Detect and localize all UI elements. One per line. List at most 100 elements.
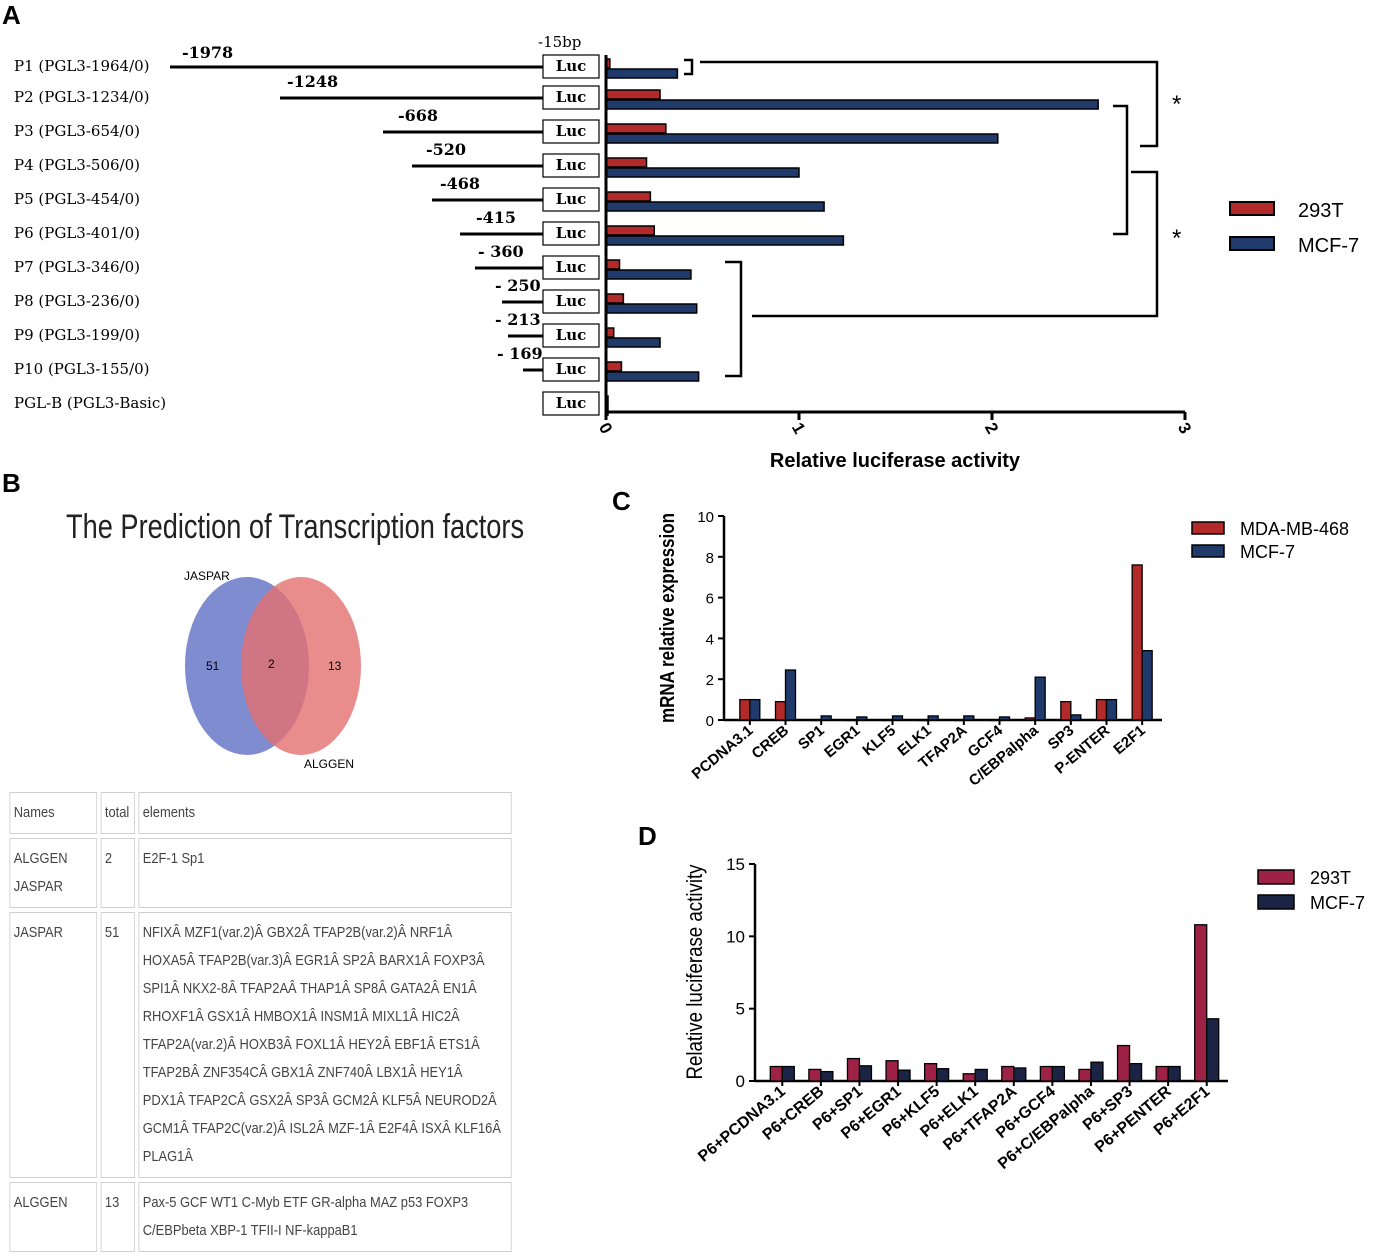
y-tick-label: 0 [706, 713, 714, 730]
luc-label: Luc [556, 326, 587, 344]
bar-293t [1194, 924, 1208, 1082]
bar-mcf-7 [1105, 698, 1118, 721]
bar-mcf-7 [1090, 1061, 1104, 1082]
panel-letter-b: B [2, 468, 21, 498]
bar-mcf-7 [858, 1065, 873, 1082]
bracket-p2-p6 [1113, 104, 1129, 236]
y-tick-label: 8 [706, 550, 714, 567]
bar-mcf-7 [891, 715, 904, 721]
bar-293t [1155, 1065, 1169, 1082]
venn-count-both: 2 [268, 657, 275, 671]
bar-293t [605, 259, 621, 270]
bar-mcf-7 [820, 1070, 834, 1082]
bar-mcf-7 [1051, 1065, 1066, 1082]
bar-mcf-7 [1128, 1062, 1143, 1082]
luc-box [542, 187, 600, 212]
bar-mcf-7 [820, 715, 832, 721]
bar-mcf-7 [935, 1068, 950, 1082]
luc-label: Luc [556, 190, 587, 208]
row-total: 2 [100, 838, 135, 908]
luc-box [542, 119, 600, 144]
bar-293t [885, 1060, 899, 1082]
marker-15bp: -15bp [538, 33, 581, 51]
panel-a-x-label: Relative luciferase activity [770, 450, 1021, 472]
y-tick-label: 10 [697, 509, 714, 526]
bar-mcf-7 [781, 1065, 795, 1082]
bar-293t [1001, 1065, 1015, 1082]
row-elements: E2F-1 Sp1 [138, 838, 512, 908]
promoter-position: - 213 [495, 310, 541, 329]
row-name: ALGGEN [9, 1182, 98, 1252]
bar-293t [605, 123, 667, 134]
row-total: 13 [100, 1182, 135, 1252]
bar-293t [1039, 1065, 1054, 1082]
y-tick-label: 2 [706, 672, 714, 689]
promoter-position: -668 [398, 106, 438, 125]
panel-a: -15bp P1 (PGL3-1964/0) -1978 Luc P2 (PGL3-1… [14, 33, 1359, 472]
y-tick-label: 10 [726, 927, 745, 946]
bar-mcf-7 [927, 715, 939, 721]
panel-a-bars [605, 58, 1099, 416]
bar-mda-mb-468 [1024, 717, 1036, 721]
luc-box [542, 289, 600, 314]
luc-box [542, 255, 600, 280]
legend-label-293t-d: 293T [1310, 868, 1351, 888]
bar-293t [605, 157, 648, 168]
bar-mcf7 [605, 235, 845, 246]
header-elements: elements [138, 792, 512, 834]
construct-list: P1 (PGL3-1964/0) -1978 Luc P2 (PGL3-1234/0)… [14, 43, 600, 416]
bar-mda-mb-468 [988, 719, 1001, 722]
panel-d-chart: 051015P6+PCDNA3.1P6+CREBP6+SP1P6+EGR1P6+… [695, 855, 1228, 1173]
bar-293t [605, 191, 652, 202]
luc-label: Luc [556, 57, 587, 75]
bar-293t [605, 361, 623, 372]
bar-mcf7 [605, 371, 700, 382]
x-tick-label: CREB [749, 722, 793, 762]
construct-label: P8 (PGL3-236/0) [14, 292, 140, 310]
legend-swatch-293t-d [1257, 869, 1295, 885]
y-tick-label: 15 [726, 855, 745, 874]
bar-mcf-7 [784, 669, 797, 721]
x-tick-label: 2 [981, 419, 1002, 437]
legend-label-mcf7-a: MCF-7 [1298, 235, 1359, 257]
figure-canvas: A B C D -15bp P1 (PGL3-1964/0) -1978 Luc P2… [2, 0, 1365, 1173]
tf-table: Names total elements ALGGEN JASPAR 2 E2F… [6, 788, 515, 1256]
bar-mcf7 [605, 133, 999, 144]
promoter-position: -520 [426, 140, 466, 159]
bar-mda-mb-468 [917, 719, 929, 722]
bar-mcf-7 [1167, 1065, 1181, 1082]
venn-count-alggen-only: 13 [328, 659, 342, 673]
construct-label: PGL-B (PGL3-Basic) [14, 394, 166, 412]
y-tick-label: 0 [736, 1072, 745, 1091]
bar-mcf7 [605, 201, 825, 212]
row-total: 51 [100, 912, 135, 1178]
y-tick-label: 6 [706, 591, 714, 608]
legend-swatch-mda-c [1191, 521, 1225, 535]
luc-label: Luc [556, 394, 587, 412]
construct-label: P6 (PGL3-401/0) [14, 224, 140, 242]
bar-mcf-7 [856, 716, 868, 721]
table-row: JASPAR 51 NFIXÂ MZF1(var.2)Â GBX2Â TFAP2… [9, 912, 512, 1178]
bar-mcf-7 [1013, 1067, 1027, 1082]
bar-mcf-7 [1070, 714, 1082, 721]
bar-mda-mb-468 [774, 700, 787, 721]
bar-mcf-7 [1034, 676, 1046, 721]
legend-swatch-mcf7-c [1191, 544, 1225, 558]
legend-swatch-mcf7-d [1257, 894, 1295, 910]
venn-diagram: JASPAR ALGGEN 51 2 13 [184, 569, 361, 771]
promoter-position: -1248 [287, 72, 338, 91]
luc-box [542, 54, 600, 79]
row-elements: NFIXÂ MZF1(var.2)Â GBX2Â TFAP2B(var.2)Â … [138, 912, 512, 1178]
bar-mcf-7 [974, 1068, 988, 1082]
x-tick-label: 0 [595, 419, 616, 437]
construct-label: P2 (PGL3-1234/0) [14, 88, 150, 106]
bar-mcf-7 [749, 698, 761, 721]
luc-label: Luc [556, 224, 587, 242]
x-tick-label: EGR1 [821, 722, 863, 761]
construct-label: P4 (PGL3-506/0) [14, 156, 140, 174]
bar-mda-mb-468 [1060, 700, 1072, 721]
luc-box [542, 221, 600, 246]
luc-box [542, 357, 600, 382]
bar-mcf7 [605, 99, 1099, 110]
